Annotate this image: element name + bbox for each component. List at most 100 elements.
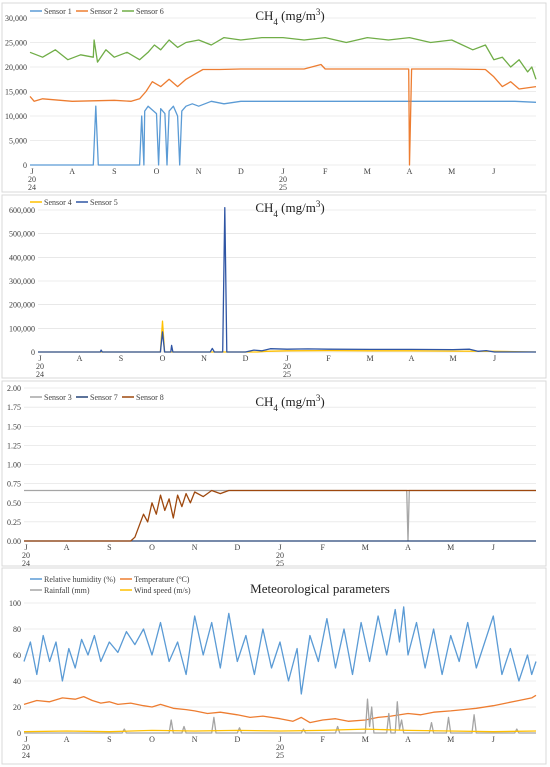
x-tick-label: 25 — [279, 183, 287, 192]
y-tick-label: 20,000 — [5, 63, 27, 72]
x-tick-label: M — [448, 167, 455, 176]
legend-item: Sensor 6 — [122, 7, 164, 16]
x-tick-label: 25 — [283, 370, 291, 379]
series-line-sensor-2 — [29, 63, 537, 166]
x-tick-label: S — [107, 735, 111, 744]
x-tick-label: M — [364, 167, 371, 176]
x-tick-label: D — [238, 167, 244, 176]
x-tick-label: A — [64, 735, 70, 744]
y-tick-label: 400,000 — [9, 253, 35, 262]
x-tick-label: S — [107, 543, 111, 552]
x-tick-label: A — [405, 543, 411, 552]
legend-item: Sensor 3 — [30, 393, 72, 402]
x-tick-label: O — [149, 735, 155, 744]
legend-item: Sensor 7 — [76, 393, 118, 402]
x-tick-label: J — [278, 735, 281, 744]
y-tick-label: 5,000 — [9, 137, 27, 146]
x-tick-label: F — [326, 354, 331, 363]
x-tick-label: J — [492, 167, 495, 176]
legend-item: Sensor 4 — [30, 198, 72, 207]
chart-panel-2: 0 100,000 200,000 300,000 400,000 500,000 600,… — [1, 194, 547, 379]
legend-label: Sensor 6 — [136, 7, 164, 16]
x-tick-label: D — [234, 543, 240, 552]
y-tick-label: 500,000 — [9, 230, 35, 239]
x-tick-label: M — [362, 543, 369, 552]
y-tick-label: 600,000 — [9, 206, 35, 215]
x-tick-label: 24 — [28, 183, 36, 192]
series-line-sensor-6 — [29, 36, 537, 80]
x-tick-label: 24 — [22, 751, 30, 760]
y-tick-label: 0.25 — [7, 518, 21, 527]
y-tick-label: 0 — [31, 348, 35, 357]
y-tick-label: 30,000 — [5, 14, 27, 23]
legend-label: Sensor 8 — [136, 393, 164, 402]
legend-item: Sensor 8 — [122, 393, 164, 402]
y-tick-label: 1.75 — [7, 403, 21, 412]
series-line-relative-humidity — [23, 606, 537, 695]
x-tick-label: 20 — [28, 175, 36, 184]
x-tick-label: J — [278, 543, 281, 552]
x-tick-label: F — [323, 167, 328, 176]
series-line-temperature-c — [23, 694, 537, 724]
x-tick-label: O — [154, 167, 160, 176]
x-tick-label: M — [362, 735, 369, 744]
y-tick-label: 25,000 — [5, 39, 27, 48]
x-tick-label: A — [407, 167, 413, 176]
legend-label: Rainfall (mm) — [44, 586, 90, 595]
y-tick-label: 1.00 — [7, 461, 21, 470]
y-tick-label: 0.00 — [7, 537, 21, 546]
x-tick-label: 20 — [22, 743, 30, 752]
x-tick-label: F — [320, 735, 325, 744]
legend-label: Sensor 1 — [44, 7, 72, 16]
legend-item: Sensor 2 — [76, 7, 118, 16]
x-tick-label: N — [196, 167, 202, 176]
series-line-sensor-3 — [24, 489, 536, 542]
series-line-rainfall-mm — [24, 698, 536, 734]
y-tick-label: 300,000 — [9, 277, 35, 286]
y-tick-label: 100,000 — [9, 324, 35, 333]
y-tick-label: 15,000 — [5, 88, 27, 97]
legend-label: Sensor 5 — [90, 198, 118, 207]
x-tick-label: O — [149, 543, 155, 552]
panel-border — [1, 194, 547, 379]
x-tick-label: J — [492, 735, 495, 744]
x-tick-label: A — [409, 354, 415, 363]
x-tick-label: J — [493, 354, 496, 363]
x-tick-label: A — [405, 735, 411, 744]
x-tick-label: N — [201, 354, 207, 363]
chart-title: CH4 (mg/m3) — [255, 7, 324, 27]
chart-title: CH4 (mg/m3) — [255, 393, 324, 413]
panel-border — [1, 2, 547, 193]
x-tick-label: J — [24, 543, 27, 552]
legend-item: Rainfall (mm) — [30, 586, 90, 595]
x-tick-label: 20 — [36, 362, 44, 371]
x-tick-label: 20 — [279, 175, 287, 184]
x-tick-label: J — [38, 354, 41, 363]
series-line-sensor-1 — [30, 100, 537, 166]
y-tick-label: 1.50 — [7, 422, 21, 431]
legend-label: Sensor 7 — [90, 393, 118, 402]
x-tick-label: A — [69, 167, 75, 176]
chart-panel-1: 05,00010,00015,00020,00025,00030,000J202… — [1, 2, 547, 193]
x-tick-label: J — [24, 735, 27, 744]
panel-border — [1, 380, 547, 567]
series-line-wind-speed-m-s — [23, 728, 537, 733]
x-tick-label: M — [447, 543, 454, 552]
legend-label: Relative humidity (%) — [44, 575, 116, 584]
series-line-sensor-5 — [38, 206, 536, 353]
y-tick-label: 10,000 — [5, 112, 27, 121]
x-tick-label: M — [447, 735, 454, 744]
x-tick-label: 20 — [276, 551, 284, 560]
series-line-sensor-4 — [38, 320, 537, 353]
y-tick-label: 80 — [13, 625, 21, 634]
x-tick-label: S — [119, 354, 123, 363]
x-tick-label: S — [112, 167, 116, 176]
y-tick-label: 0.75 — [7, 480, 21, 489]
x-tick-label: M — [366, 354, 373, 363]
y-tick-label: 1.25 — [7, 441, 21, 450]
x-tick-label: J — [285, 354, 288, 363]
x-tick-label: M — [449, 354, 456, 363]
y-tick-label: 100 — [9, 599, 21, 608]
